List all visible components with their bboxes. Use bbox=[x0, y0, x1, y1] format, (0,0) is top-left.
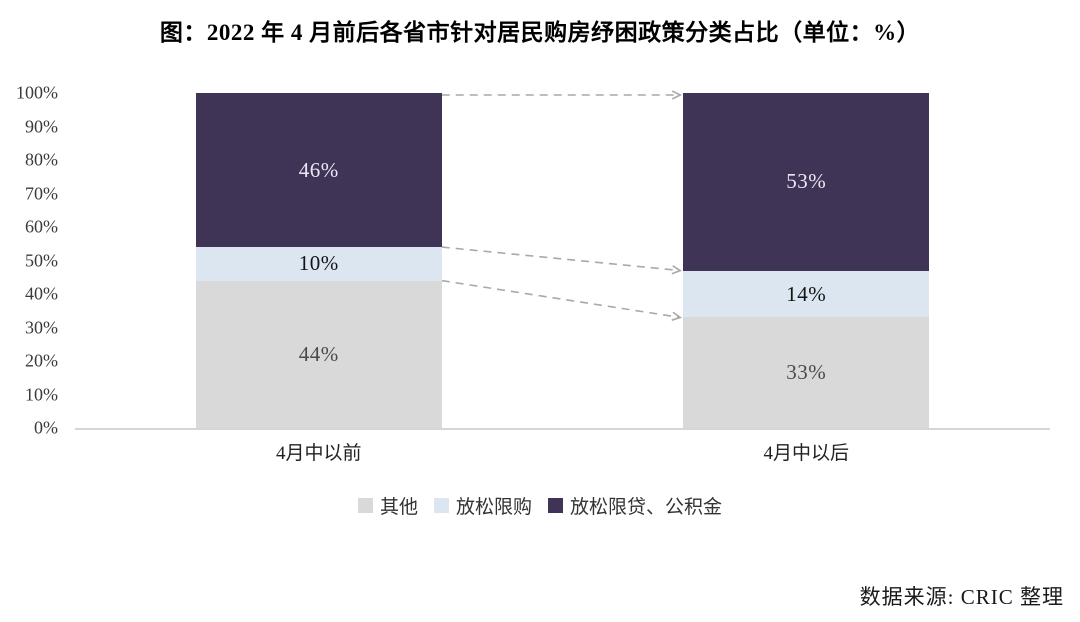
legend-item: 其他 bbox=[357, 492, 418, 519]
legend-label: 其他 bbox=[379, 497, 418, 518]
trend-arrows bbox=[441, 90, 683, 321]
bar-segment: 10% bbox=[195, 247, 442, 281]
y-tick-label: 70% bbox=[25, 183, 58, 203]
stacked-bar-before: 44% 10% 46% bbox=[195, 93, 442, 428]
data-label: 53% bbox=[786, 169, 827, 194]
legend-item: 放松限购 bbox=[433, 492, 532, 519]
x-axis-label: 4月中以后 bbox=[763, 443, 850, 464]
legend-item: 放松限贷、公积金 bbox=[548, 492, 722, 519]
y-axis: 0% 10% 20% 30% 40% 50% 60% 70% 80% 90% 100% bbox=[0, 83, 58, 438]
data-label: 44% bbox=[298, 341, 339, 366]
y-tick-label: 100% bbox=[16, 82, 58, 103]
trend-arrow bbox=[441, 246, 683, 275]
y-tick-label: 60% bbox=[25, 216, 58, 237]
y-tick-label: 80% bbox=[25, 149, 58, 170]
y-tick-label: 30% bbox=[25, 317, 58, 337]
y-tick-label: 10% bbox=[25, 384, 58, 404]
chart-title: 图：2022 年 4 月前后各省市针对居民购房纾困政策分类占比（单位：%） bbox=[159, 20, 921, 45]
stacked-bar-after: 33% 14% 53% bbox=[683, 93, 930, 428]
data-label: 10% bbox=[298, 251, 339, 276]
legend-swatch bbox=[357, 498, 373, 513]
legend-swatch bbox=[433, 498, 449, 513]
bar-segment: 14% bbox=[683, 270, 930, 318]
legend-label: 放松限购 bbox=[455, 497, 532, 518]
data-label: 14% bbox=[786, 281, 827, 306]
trend-arrow bbox=[441, 279, 683, 321]
legend-label: 放松限贷、公积金 bbox=[570, 497, 723, 518]
bar-segment: 33% bbox=[683, 317, 930, 428]
y-tick-label: 20% bbox=[25, 350, 58, 371]
legend-swatch bbox=[548, 498, 563, 513]
source-note: 数据来源: CRIC 整理 bbox=[859, 585, 1064, 609]
y-tick-label: 50% bbox=[25, 250, 58, 270]
bar-segment: 46% bbox=[195, 93, 442, 248]
y-tick-label: 90% bbox=[25, 116, 58, 136]
x-axis-label: 4月中以前 bbox=[275, 443, 362, 464]
y-tick-label: 0% bbox=[34, 417, 58, 438]
x-axis-labels: 4月中以前 4月中以后 bbox=[75, 438, 1050, 464]
data-label: 46% bbox=[298, 157, 339, 182]
plot-area: 44% 10% 46% 33% 14% 53% bbox=[75, 90, 1050, 430]
bar-segment: 44% bbox=[195, 280, 442, 428]
legend: 其他 放松限购 放松限贷、公积金 bbox=[0, 492, 1080, 519]
bar-segment: 53% bbox=[683, 93, 930, 271]
data-label: 33% bbox=[786, 360, 827, 385]
y-tick-label: 40% bbox=[25, 283, 58, 304]
